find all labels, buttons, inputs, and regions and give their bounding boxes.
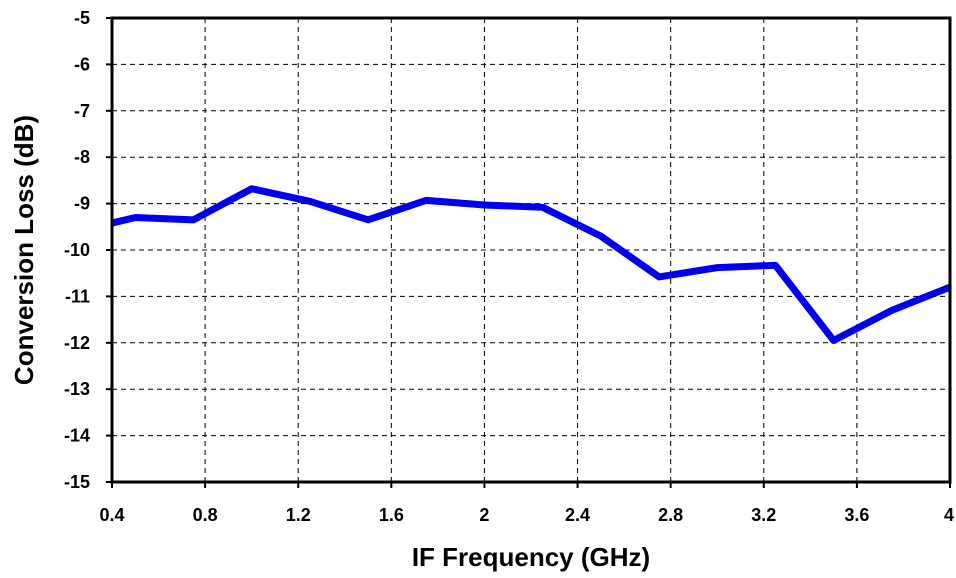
y-tick-label: -9 (74, 194, 90, 214)
grid (111, 17, 951, 483)
y-tick-label: -5 (74, 8, 90, 28)
x-tick-label: 3.2 (751, 505, 776, 525)
y-axis-ticks: -5 -6 -7 -8 -9 -10 -11 -12 -13 -14 -15 (64, 8, 112, 492)
data-series-line (111, 185, 952, 344)
y-tick-label: -12 (64, 333, 90, 353)
x-tick-label: 0.8 (193, 505, 218, 525)
y-tick-label: -14 (64, 426, 90, 446)
y-tick-label: -15 (64, 472, 90, 492)
x-tick-label: 1.6 (379, 505, 404, 525)
x-tick-label: 3.6 (844, 505, 869, 525)
x-axis-ticks: 0.4 0.8 1.2 1.6 2 2.4 2.8 3.2 3.6 4 (99, 482, 954, 525)
y-tick-label: -11 (65, 286, 90, 306)
x-tick-label: 2 (479, 505, 489, 525)
x-tick-label: 2.4 (565, 505, 590, 525)
x-tick-label: 0.4 (99, 505, 124, 525)
y-axis-title: Conversion Loss (dB) (9, 115, 39, 385)
x-tick-label: 1.2 (286, 505, 311, 525)
y-tick-label: -7 (74, 101, 90, 121)
y-tick-label: -6 (74, 54, 90, 74)
y-tick-label: -8 (74, 147, 90, 167)
x-axis-title: IF Frequency (GHz) (412, 542, 650, 572)
y-tick-label: -10 (64, 240, 90, 260)
x-tick-label: 2.8 (658, 505, 683, 525)
x-tick-label: 4 (944, 505, 954, 525)
y-tick-label: -13 (64, 379, 90, 399)
series-layer (111, 185, 952, 344)
